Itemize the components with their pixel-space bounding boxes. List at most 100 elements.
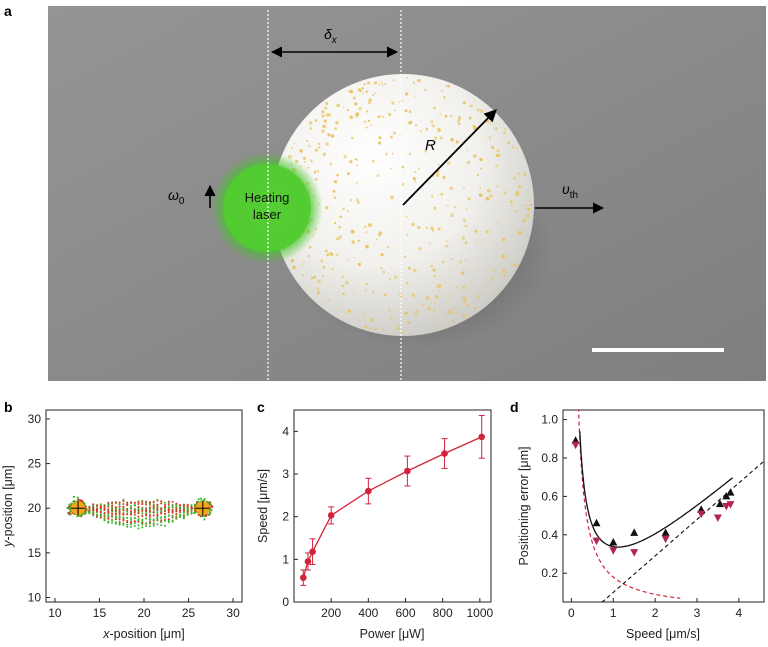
- trajectory-point: [111, 512, 114, 515]
- panel-d-points: [571, 436, 735, 557]
- trajectory-point: [203, 518, 206, 521]
- panel-d-xtick-label: 3: [694, 606, 701, 620]
- particle: [445, 244, 449, 248]
- triangle-up-point: [609, 538, 618, 546]
- particle: [430, 226, 434, 230]
- particle: [404, 109, 408, 113]
- panel-b: b 10 15 20 25 30 10 15 20 25 30 x-position [μm] y…: [1, 399, 243, 641]
- trajectory-point: [152, 506, 155, 509]
- particle: [434, 295, 439, 299]
- panel-b-ytick-label: 30: [28, 412, 42, 426]
- particle: [329, 162, 333, 166]
- trajectory-point: [175, 508, 178, 511]
- panel-d-xtick-label: 2: [652, 606, 659, 620]
- particle: [406, 321, 411, 325]
- particle: [485, 196, 490, 201]
- trajectory-point: [160, 519, 163, 522]
- particle: [464, 241, 468, 245]
- trajectory-point: [137, 515, 140, 518]
- trajectory-point: [164, 512, 166, 515]
- particle: [345, 280, 349, 285]
- particle: [511, 145, 514, 149]
- particle: [487, 112, 490, 115]
- panel-a: a δx R ω0 υth Heating laser: [4, 3, 766, 381]
- particle: [462, 296, 467, 301]
- trajectory-point: [122, 513, 125, 516]
- particle: [425, 226, 428, 230]
- particle: [378, 136, 382, 140]
- particle: [401, 99, 404, 102]
- particle: [325, 206, 329, 210]
- trajectory-point: [130, 507, 132, 510]
- particle: [381, 115, 384, 118]
- particle: [342, 292, 345, 296]
- trajectory-point: [118, 518, 121, 521]
- particle: [489, 194, 493, 198]
- particle: [487, 188, 491, 193]
- particle: [473, 99, 475, 102]
- particle: [389, 278, 391, 281]
- trajectory-point: [167, 500, 170, 503]
- particle: [366, 282, 369, 286]
- panel-b-ylabel: y-position [μm]: [1, 465, 15, 548]
- trajectory-point: [130, 525, 132, 528]
- particle: [514, 210, 518, 213]
- particle: [353, 256, 355, 259]
- trajectory-point: [182, 517, 185, 520]
- trajectory-point: [96, 504, 98, 507]
- trajectory-point: [194, 510, 197, 513]
- particle: [474, 306, 478, 310]
- trajectory-point: [122, 509, 125, 512]
- trajectory-point: [148, 510, 151, 513]
- trajectory-point: [206, 500, 209, 503]
- trajectory-point: [194, 507, 197, 510]
- trajectory-point: [182, 513, 185, 516]
- particle: [441, 90, 443, 92]
- trajectory-point: [141, 526, 144, 529]
- trajectory-point: [107, 504, 110, 507]
- trajectory-point: [137, 503, 140, 505]
- particle: [450, 213, 455, 218]
- particle: [388, 113, 392, 117]
- particle: [433, 301, 436, 304]
- particle: [414, 180, 417, 183]
- trajectory-point: [190, 505, 193, 508]
- particle: [417, 79, 421, 82]
- data-point: [309, 548, 316, 555]
- trajectory-point: [103, 518, 106, 521]
- particle: [313, 170, 317, 174]
- particle: [503, 128, 506, 131]
- particle: [364, 225, 367, 228]
- particle: [293, 142, 296, 145]
- particle: [450, 137, 455, 142]
- trajectory-point: [182, 507, 185, 510]
- particle: [390, 167, 392, 170]
- particle: [323, 119, 327, 123]
- trajectory-point: [114, 506, 117, 509]
- trajectory-point: [164, 507, 166, 510]
- trajectory-point: [111, 515, 114, 518]
- particle: [352, 96, 356, 100]
- particle: [501, 237, 506, 242]
- trajectory-point: [118, 507, 121, 510]
- trajectory-point: [79, 499, 82, 502]
- trajectory-point: [122, 519, 125, 522]
- trajectory-point: [148, 518, 151, 521]
- trajectory-point: [130, 505, 132, 507]
- particle: [349, 198, 353, 202]
- particle: [358, 318, 361, 321]
- particle: [416, 79, 419, 82]
- particle: [313, 275, 317, 279]
- particle: [332, 189, 336, 193]
- trajectory-point: [118, 522, 121, 525]
- particle: [368, 223, 372, 227]
- particle: [465, 303, 469, 307]
- trajectory-point: [141, 512, 144, 515]
- trajectory-point: [118, 513, 121, 516]
- particle: [349, 160, 353, 164]
- trajectory-point: [111, 514, 114, 517]
- particle: [336, 103, 340, 108]
- particle: [449, 186, 453, 191]
- particle: [462, 314, 466, 318]
